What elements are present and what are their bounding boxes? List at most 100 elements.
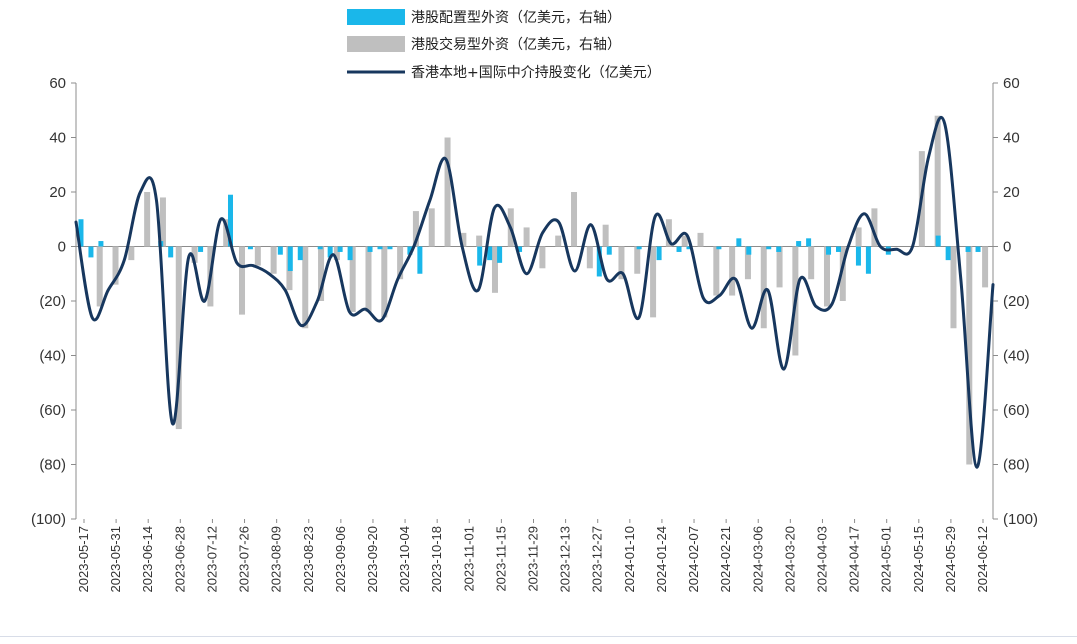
allocation-bar (517, 246, 523, 252)
allocation-bar (865, 246, 871, 274)
trading-bar (191, 246, 198, 263)
y-tick-label-right: (40) (1003, 348, 1030, 365)
y-tick-label-left: (60) (39, 402, 66, 419)
allocation-bar (247, 246, 253, 250)
allocation-bar (796, 241, 802, 247)
x-tick-label: 2024-01-24 (654, 526, 669, 593)
x-tick-label: 2024-05-15 (911, 526, 926, 593)
holding-line-layer (74, 115, 995, 469)
trading-bar (808, 246, 815, 280)
trading-bar (365, 246, 372, 312)
holding-change-line (74, 115, 995, 469)
x-tick-label: 2024-05-29 (943, 526, 958, 593)
trading-bar (681, 235, 688, 247)
trading-bar (571, 192, 578, 247)
y-tick-label-right: 40 (1003, 130, 1020, 147)
x-tick-label: 2023-10-18 (429, 526, 444, 593)
bottom-divider (0, 636, 1077, 637)
x-tick-label: 2023-06-14 (140, 526, 155, 593)
allocation-bar (836, 246, 842, 252)
y-tick-label-right: (20) (1003, 293, 1030, 310)
allocation-bar (367, 246, 373, 252)
trading-bar (539, 246, 546, 269)
y-tick-label-right: 20 (1003, 184, 1020, 201)
x-tick-label: 2024-06-12 (975, 526, 990, 593)
allocation-bar (806, 238, 812, 247)
x-tick-label: 2023-07-12 (204, 526, 219, 593)
allocation-bar (347, 246, 353, 261)
allocation-bar (855, 246, 861, 266)
trading-bar (729, 246, 736, 296)
trading-bar (128, 246, 135, 261)
trading-bar (650, 246, 657, 318)
x-tick-label: 2023-08-09 (269, 526, 284, 593)
x-tick-label: 2023-05-17 (76, 526, 91, 593)
x-tick-label: 2023-09-06 (333, 526, 348, 593)
trading-bar (96, 246, 103, 307)
legend-label-allocation: 港股配置型外资（亿美元，右轴） (411, 10, 621, 26)
allocation-bar (277, 246, 283, 255)
trading-bar (871, 208, 878, 247)
y-tick-label-right: (80) (1003, 457, 1030, 474)
trading-bar (713, 246, 720, 296)
x-tick-label: 2023-10-04 (397, 526, 412, 593)
allocation-bar (965, 246, 971, 252)
x-tick-label: 2024-03-06 (750, 526, 765, 593)
allocation-bar (935, 235, 941, 247)
allocation-bar (945, 246, 951, 261)
allocation-bar (606, 246, 612, 255)
allocation-bar (596, 246, 602, 277)
trading-bar (144, 192, 151, 247)
allocation-bar (198, 246, 204, 252)
tick-labels: 60 40 20 0 (20) (40) (60) (80) (100) 60 40 20 0 (20) (… (31, 75, 1038, 593)
y-tick-label-right: 0 (1003, 239, 1011, 256)
trading-bar (760, 246, 767, 329)
trading-bar (397, 246, 404, 280)
trading-bar (239, 246, 246, 315)
allocation-bar (327, 246, 333, 258)
trading-bar (744, 246, 751, 280)
x-tick-label: 2024-02-21 (718, 526, 733, 593)
trading-bar (523, 227, 530, 247)
y-tick-label-right: 60 (1003, 75, 1020, 92)
allocation-bar (88, 246, 94, 258)
trading-bar (855, 227, 862, 247)
x-tick-label: 2023-12-13 (558, 526, 573, 593)
trading-bar (175, 246, 182, 430)
trading-bar (318, 246, 325, 301)
x-tick-label: 2023-07-26 (237, 526, 252, 593)
trading-bar (412, 211, 419, 247)
x-tick-label: 2023-12-27 (590, 526, 605, 593)
allocation-bar (477, 246, 483, 266)
x-tick-label: 2023-05-31 (108, 526, 123, 593)
allocation-bar (746, 246, 752, 255)
allocation-bar (686, 246, 692, 250)
trading-bar (381, 246, 388, 318)
y-tick-label-right: (60) (1003, 402, 1030, 419)
trading-bar (555, 235, 562, 247)
allocation-bar (387, 246, 393, 250)
x-tick-label: 2023-11-15 (493, 526, 508, 592)
trading-bar (934, 115, 941, 247)
trading-bar (618, 246, 625, 280)
legend-swatch-trading-bar (347, 36, 405, 52)
y-tick-label-left: 20 (49, 184, 66, 201)
trading-bar (966, 246, 973, 465)
trading-bar (223, 219, 230, 247)
legend-label-trading: 港股交易型外资（亿美元，右轴） (411, 36, 621, 53)
trading-bar (634, 246, 641, 274)
x-tick-label: 2024-02-07 (686, 526, 701, 593)
x-tick-label: 2023-11-29 (526, 526, 541, 592)
allocation-bar (676, 246, 682, 252)
trading-bar (839, 246, 846, 301)
allocation-bar (377, 246, 383, 250)
allocation-bar (736, 238, 742, 247)
trading-bar (302, 246, 309, 329)
trading-bar (112, 246, 119, 285)
trading-bar (460, 232, 467, 247)
trading-bar (950, 246, 957, 329)
allocation-bar (337, 246, 343, 252)
y-tick-label-left: (80) (39, 457, 66, 474)
legend-label-holding: 香港本地+国际中介持股变化（亿美元） (411, 65, 661, 81)
